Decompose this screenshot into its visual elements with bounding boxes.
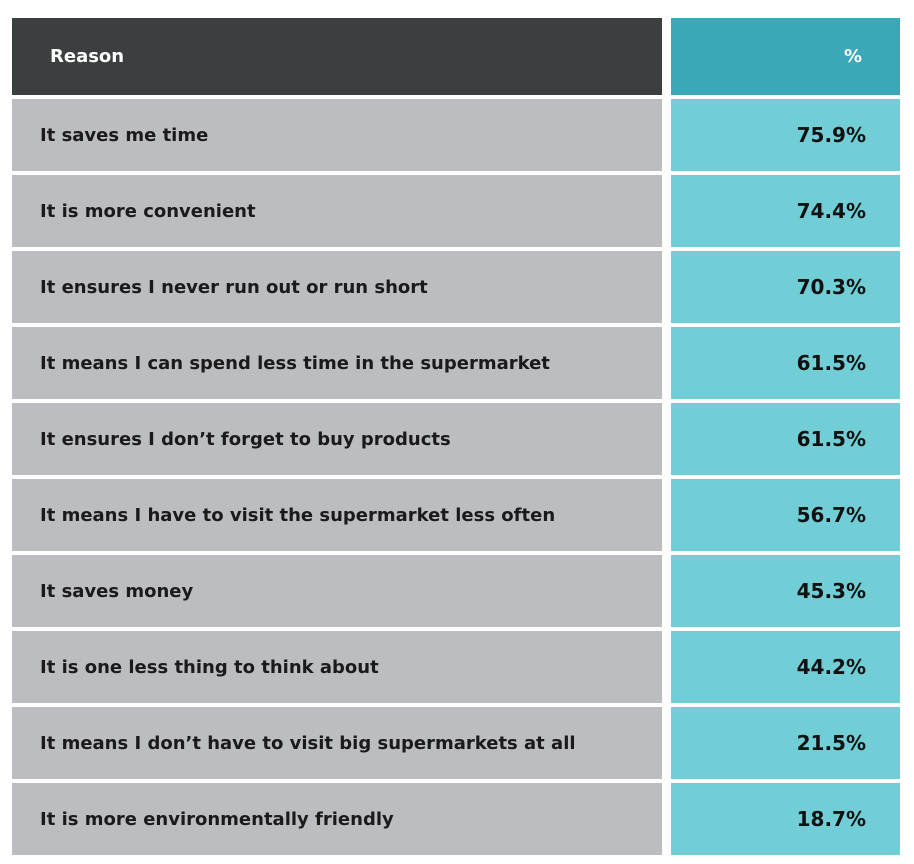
row-percent: 74.4% xyxy=(671,175,900,247)
header-percent: % xyxy=(671,18,900,95)
row-reason: It saves me time xyxy=(12,99,662,171)
header-reason: Reason xyxy=(12,18,662,95)
row-reason: It is more environmentally friendly xyxy=(12,783,662,855)
reasons-table: Reason % It saves me time 75.9% It is mo… xyxy=(12,18,900,855)
row-percent: 18.7% xyxy=(671,783,900,855)
row-reason: It means I don’t have to visit big super… xyxy=(12,707,662,779)
row-percent: 61.5% xyxy=(671,403,900,475)
row-percent: 61.5% xyxy=(671,327,900,399)
row-reason: It means I can spend less time in the su… xyxy=(12,327,662,399)
row-reason: It ensures I don’t forget to buy product… xyxy=(12,403,662,475)
row-reason: It means I have to visit the supermarket… xyxy=(12,479,662,551)
row-percent: 21.5% xyxy=(671,707,900,779)
row-reason: It saves money xyxy=(12,555,662,627)
row-reason: It ensures I never run out or run short xyxy=(12,251,662,323)
row-reason: It is one less thing to think about xyxy=(12,631,662,703)
row-percent: 44.2% xyxy=(671,631,900,703)
row-percent: 45.3% xyxy=(671,555,900,627)
row-percent: 75.9% xyxy=(671,99,900,171)
row-percent: 56.7% xyxy=(671,479,900,551)
row-reason: It is more convenient xyxy=(12,175,662,247)
row-percent: 70.3% xyxy=(671,251,900,323)
